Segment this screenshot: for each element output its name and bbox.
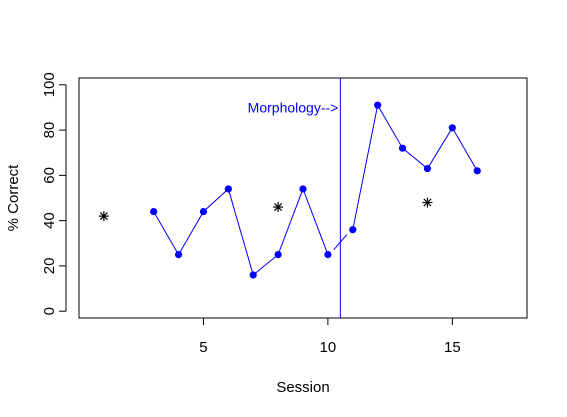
data-point bbox=[448, 124, 456, 132]
plot-area: Morphology--> bbox=[98, 78, 481, 318]
data-point bbox=[249, 271, 257, 279]
y-tick-label: 0 bbox=[41, 307, 58, 315]
y-tick-label: 20 bbox=[41, 258, 58, 275]
data-point bbox=[199, 207, 208, 216]
asterisk-point bbox=[273, 202, 284, 213]
x-axis: 5 10 15 bbox=[199, 317, 461, 356]
data-point bbox=[224, 185, 232, 193]
y-tick-label: 100 bbox=[41, 72, 58, 97]
phase-annotation: Morphology--> bbox=[248, 99, 339, 115]
y-tick-label: 60 bbox=[41, 167, 58, 184]
data-point bbox=[150, 207, 158, 216]
y-tick-label: 80 bbox=[41, 122, 58, 139]
data-point bbox=[299, 185, 307, 193]
x-tick-label: 10 bbox=[320, 339, 337, 356]
asterisk-point bbox=[98, 211, 109, 222]
y-tick-label: 40 bbox=[41, 212, 58, 229]
data-point bbox=[324, 251, 332, 259]
series-line-segment bbox=[352, 103, 478, 230]
data-point bbox=[274, 251, 282, 259]
x-tick-label: 5 bbox=[199, 339, 207, 356]
data-point bbox=[174, 251, 183, 259]
asterisk-point bbox=[422, 197, 433, 208]
data-point bbox=[473, 167, 481, 175]
data-point bbox=[349, 226, 357, 234]
data-point bbox=[423, 164, 432, 173]
x-tick-label: 15 bbox=[444, 339, 461, 356]
y-axis: 0 20 40 60 80 100 bbox=[41, 72, 67, 315]
data-point bbox=[374, 101, 382, 109]
series-line-segment bbox=[153, 187, 329, 276]
data-point bbox=[398, 144, 407, 152]
series-connector bbox=[333, 234, 348, 250]
x-axis-label: Session bbox=[276, 379, 329, 396]
y-axis-label: % Correct bbox=[5, 164, 22, 232]
